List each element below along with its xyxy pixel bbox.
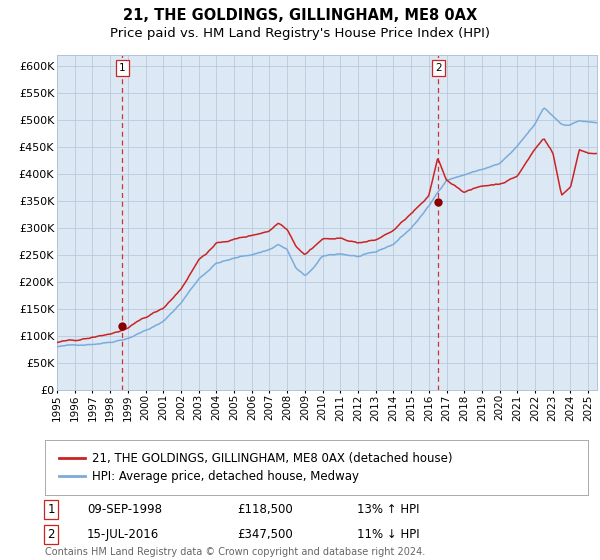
Text: 2: 2 (435, 63, 442, 73)
Text: £347,500: £347,500 (237, 528, 293, 541)
Text: 1: 1 (119, 63, 125, 73)
Text: Price paid vs. HM Land Registry's House Price Index (HPI): Price paid vs. HM Land Registry's House … (110, 27, 490, 40)
Text: 21, THE GOLDINGS, GILLINGHAM, ME8 0AX: 21, THE GOLDINGS, GILLINGHAM, ME8 0AX (123, 8, 477, 23)
Legend: 21, THE GOLDINGS, GILLINGHAM, ME8 0AX (detached house), HPI: Average price, deta: 21, THE GOLDINGS, GILLINGHAM, ME8 0AX (d… (56, 450, 455, 486)
Text: 13% ↑ HPI: 13% ↑ HPI (357, 503, 419, 516)
Text: 1: 1 (47, 503, 55, 516)
Text: 15-JUL-2016: 15-JUL-2016 (87, 528, 159, 541)
Text: £118,500: £118,500 (237, 503, 293, 516)
Text: 09-SEP-1998: 09-SEP-1998 (87, 503, 162, 516)
Text: 2: 2 (47, 528, 55, 541)
Text: Contains HM Land Registry data © Crown copyright and database right 2024.
This d: Contains HM Land Registry data © Crown c… (45, 547, 425, 560)
Text: 11% ↓ HPI: 11% ↓ HPI (357, 528, 419, 541)
